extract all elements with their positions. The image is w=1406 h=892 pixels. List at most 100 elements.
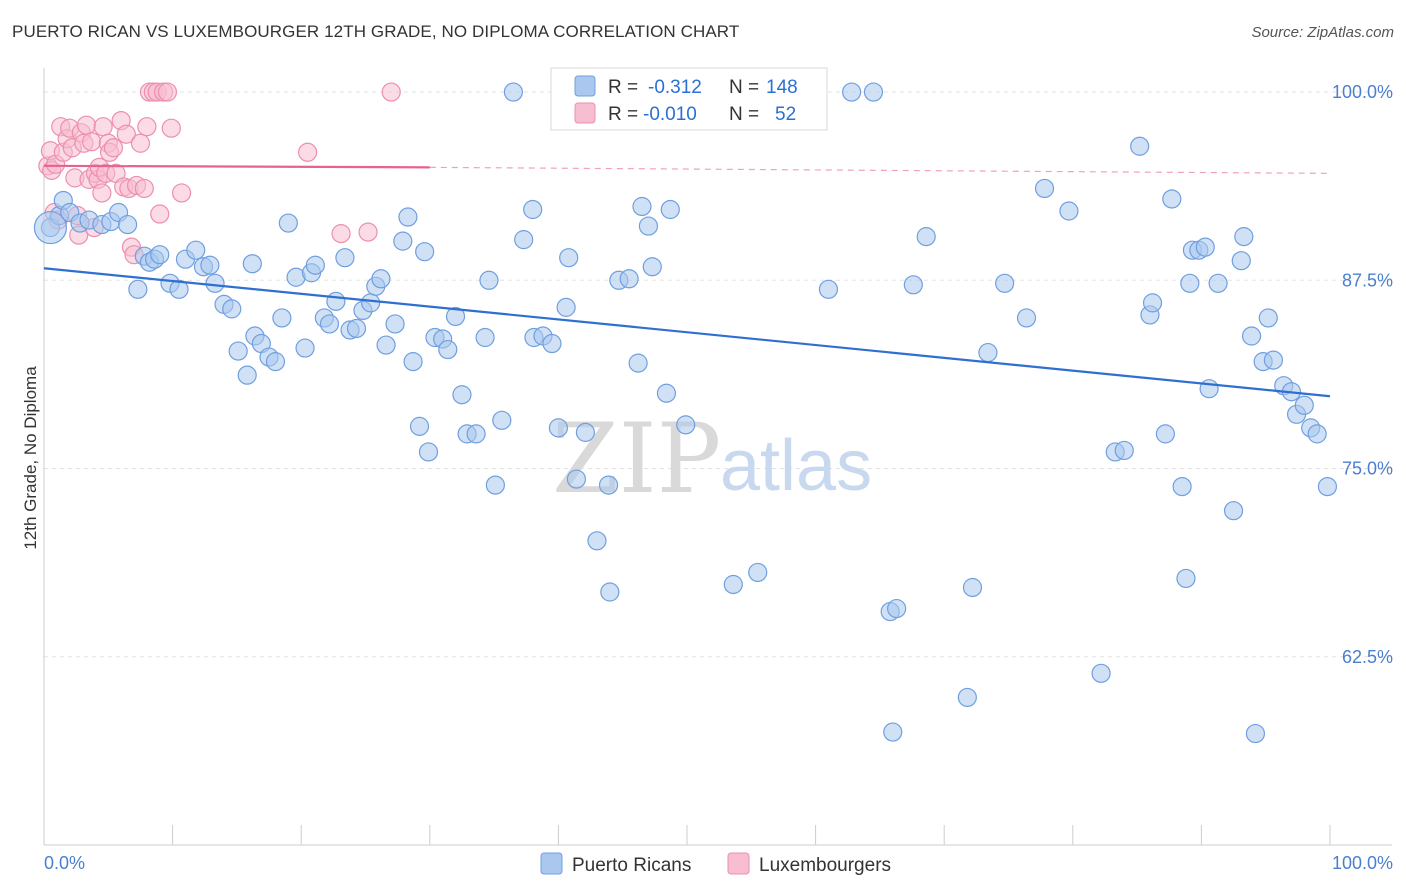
stats-n-value-2: 52 <box>775 104 796 125</box>
puerto-ricans-point-65 <box>492 410 512 430</box>
puerto-ricans-point-62 <box>475 327 495 348</box>
puerto-ricans-point-100 <box>903 275 923 295</box>
puerto-ricans-point-24 <box>228 341 248 361</box>
puerto-ricans-point-40 <box>335 248 355 268</box>
puerto-ricans-point-102 <box>957 687 977 708</box>
puerto-ricans-point-64 <box>485 475 505 495</box>
puerto-ricans-point-46 <box>371 269 391 289</box>
puerto-ricans-point-68 <box>523 199 543 220</box>
puerto-ricans-point-84 <box>638 216 659 236</box>
puerto-ricans-point-9 <box>117 214 138 235</box>
puerto-ricans-point-42 <box>346 318 367 339</box>
puerto-ricans-point-128 <box>1241 326 1262 346</box>
stats-n-label-2: N = <box>729 104 759 125</box>
puerto-ricans-point-123 <box>1199 379 1219 399</box>
puerto-ricans-point-71 <box>542 333 562 354</box>
puerto-ricans-point-34 <box>295 338 315 358</box>
luxembourgers-points <box>38 82 401 265</box>
luxembourgers-point-48 <box>298 142 318 162</box>
puerto-ricans-point-138 <box>1317 476 1338 497</box>
puerto-ricans-point-115 <box>1155 424 1175 444</box>
puerto-ricans-point-88 <box>676 415 696 435</box>
puerto-ricans-point-44 <box>361 293 381 313</box>
y-tick-label-2: 75.0% <box>1342 459 1393 479</box>
puerto-ricans-point-108 <box>1059 201 1079 221</box>
luxembourgers-point-23 <box>92 183 112 203</box>
puerto-ricans-point-67 <box>514 230 534 250</box>
stats-legend-box <box>550 67 828 131</box>
puerto-ricans-point-131 <box>1263 350 1284 370</box>
puerto-ricans-point-52 <box>409 416 430 436</box>
puerto-ricans-point-59 <box>452 385 472 405</box>
puerto-ricans-point-30 <box>265 352 286 372</box>
puerto-ricans-point-99 <box>887 598 907 619</box>
puerto-ricans-point-95 <box>842 82 862 102</box>
puerto-ricans-point-139 <box>1245 723 1266 744</box>
puerto-ricans-point-48 <box>385 314 405 334</box>
puerto-ricans-point-26 <box>242 254 262 274</box>
puerto-ricans-point-72 <box>548 418 569 438</box>
puerto-ricans-point-105 <box>995 273 1015 293</box>
puerto-ricans-point-53 <box>415 242 435 262</box>
luxembourgers-point-51 <box>381 82 401 102</box>
puerto-ricans-point-118 <box>1176 568 1196 589</box>
watermark-atlas: atlas <box>720 426 872 506</box>
legend-label-luxembourgers: Luxembourgers <box>759 855 891 876</box>
puerto-ricans-point-96 <box>863 82 884 102</box>
puerto-ricans-point-75 <box>566 469 587 489</box>
puerto-ricans-point-127 <box>1234 227 1254 247</box>
puerto-ricans-cluster-point <box>33 210 68 245</box>
puerto-ricans-point-66 <box>503 82 523 102</box>
puerto-ricans-points <box>33 82 1338 744</box>
puerto-ricans-point-86 <box>656 383 677 403</box>
puerto-ricans-point-23 <box>222 299 242 319</box>
puerto-ricans-point-58 <box>445 306 466 327</box>
puerto-ricans-point-47 <box>376 335 396 355</box>
puerto-ricans-point-21 <box>205 273 225 293</box>
luxembourgers-point-49 <box>331 224 351 244</box>
luxembourgers-point-39 <box>137 117 157 137</box>
x-tick-label-max: 100.0% <box>1332 853 1393 873</box>
puerto-ricans-point-31 <box>272 308 292 328</box>
axes <box>43 68 1392 846</box>
puerto-ricans-point-51 <box>403 352 423 372</box>
luxembourgers-point-46 <box>161 118 181 138</box>
luxembourgers-point-38 <box>134 178 154 199</box>
puerto-ricans-point-112 <box>1130 136 1150 156</box>
puerto-ricans-point-32 <box>278 213 298 233</box>
stats-r-value-1: -0.312 <box>648 77 702 98</box>
puerto-ricans-point-39 <box>326 291 346 311</box>
y-axis-title: 12th Grade, No Diploma <box>21 366 40 550</box>
puerto-ricans-point-90 <box>723 574 743 595</box>
puerto-ricans-point-122 <box>1195 237 1215 257</box>
y-tick-label-0: 100.0% <box>1332 82 1393 102</box>
puerto-ricans-point-57 <box>438 339 458 360</box>
luxembourgers-point-24 <box>93 117 113 137</box>
puerto-ricans-point-116 <box>1162 189 1182 209</box>
puerto-ricans-point-14 <box>150 245 170 265</box>
puerto-ricans-point-125 <box>1223 501 1244 521</box>
puerto-ricans-point-124 <box>1208 273 1228 293</box>
puerto-ricans-point-78 <box>598 475 619 495</box>
puerto-ricans-point-94 <box>818 279 839 299</box>
puerto-ricans-point-82 <box>628 353 648 373</box>
stats-swatch-pink <box>574 102 596 124</box>
puerto-ricans-point-106 <box>1016 308 1037 328</box>
legend-label-puerto-ricans: Puerto Ricans <box>572 855 691 876</box>
puerto-ricans-point-83 <box>632 196 652 217</box>
puerto-ricans-point-135 <box>1294 395 1314 415</box>
stats-swatch-blue <box>574 75 596 97</box>
puerto-ricans-point-18 <box>186 240 206 260</box>
puerto-ricans-point-50 <box>398 207 418 227</box>
luxembourgers-point-50 <box>358 222 378 242</box>
puerto-ricans-point-74 <box>559 248 579 268</box>
puerto-ricans-point-109 <box>1091 663 1111 683</box>
stats-r-label-2: R = <box>608 104 638 125</box>
puerto-ricans-point-81 <box>619 269 639 289</box>
puerto-ricans-point-111 <box>1114 440 1134 461</box>
puerto-ricans-point-107 <box>1034 178 1055 199</box>
puerto-ricans-point-85 <box>642 257 662 277</box>
puerto-ricans-point-117 <box>1172 476 1192 497</box>
legend-swatch-luxembourgers <box>727 852 750 875</box>
luxembourgers-point-47 <box>172 183 192 203</box>
